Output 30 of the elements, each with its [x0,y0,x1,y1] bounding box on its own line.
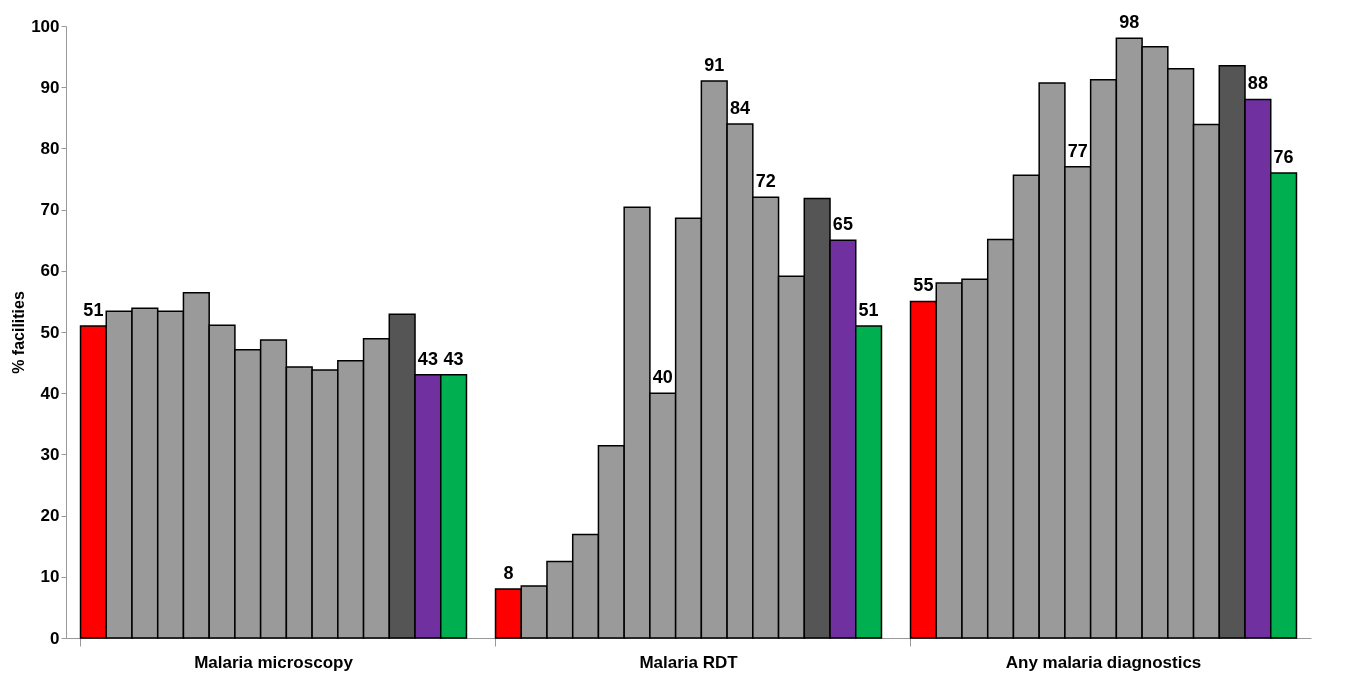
data-label: 77 [1067,140,1088,161]
data-label: 51 [83,299,104,320]
x-tick-label: Malaria microscopy [194,652,354,672]
y-tick-label: 50 [40,322,60,342]
data-label: 76 [1273,146,1294,167]
y-tick-label: 40 [40,383,60,403]
data-label: 43 [443,348,464,369]
data-label: 51 [858,299,879,320]
data-label: 91 [704,55,725,76]
data-label: 65 [832,214,853,235]
x-tick-label: Malaria RDT [639,652,739,672]
y-tick-label: 70 [40,200,60,220]
data-label: 72 [755,171,776,192]
y-tick-label: 30 [40,444,60,464]
data-label: 40 [652,367,673,388]
x-tick-label: Any malaria diagnostics [1005,652,1202,672]
data-label: 98 [1119,12,1140,33]
y-tick-label: 90 [40,77,60,97]
data-label: 43 [417,348,438,369]
data-label: 55 [913,275,934,296]
data-label: 8 [503,563,514,584]
y-axis-title: % facilities [10,291,28,374]
y-tick-label: 10 [40,567,60,587]
y-tick-label: 20 [40,506,60,526]
data-label: 84 [729,97,750,118]
y-tick-label: 80 [40,138,60,158]
y-tick-label: 0 [50,628,60,648]
y-tick-label: 100 [31,16,60,36]
data-label: 88 [1247,73,1268,94]
y-tick-label: 60 [40,261,60,281]
